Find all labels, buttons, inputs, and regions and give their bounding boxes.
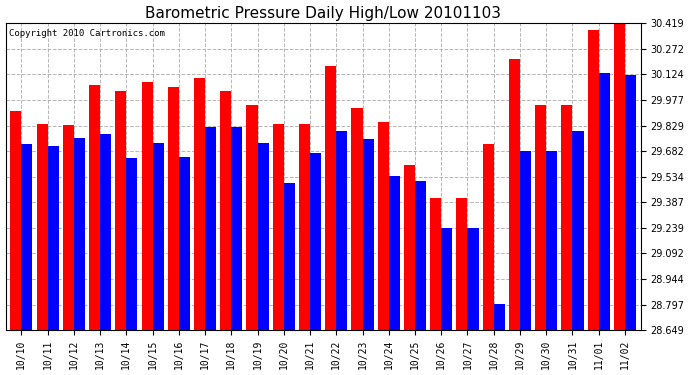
Bar xyxy=(468,228,479,330)
Bar xyxy=(457,198,468,330)
Bar xyxy=(431,198,441,330)
Bar xyxy=(588,30,599,330)
Bar xyxy=(205,127,216,330)
Bar xyxy=(362,139,373,330)
Bar xyxy=(246,105,257,330)
Title: Barometric Pressure Daily High/Low 20101103: Barometric Pressure Daily High/Low 20101… xyxy=(145,6,501,21)
Bar xyxy=(284,183,295,330)
Bar xyxy=(562,105,573,330)
Bar xyxy=(48,146,59,330)
Bar xyxy=(351,108,362,330)
Bar xyxy=(115,91,126,330)
Bar xyxy=(220,91,231,330)
Bar xyxy=(168,87,179,330)
Bar xyxy=(535,105,546,330)
Bar xyxy=(546,152,558,330)
Bar xyxy=(599,73,610,330)
Bar xyxy=(509,59,520,330)
Bar xyxy=(21,144,32,330)
Bar xyxy=(152,143,164,330)
Bar xyxy=(325,66,336,330)
Bar xyxy=(257,143,268,330)
Bar xyxy=(179,157,190,330)
Bar xyxy=(89,86,100,330)
Bar xyxy=(37,124,48,330)
Bar xyxy=(388,176,400,330)
Bar xyxy=(377,122,388,330)
Bar xyxy=(614,23,625,330)
Bar xyxy=(194,78,205,330)
Bar xyxy=(299,124,310,330)
Bar xyxy=(520,152,531,330)
Bar xyxy=(100,134,111,330)
Bar xyxy=(494,304,505,330)
Bar xyxy=(483,144,494,330)
Bar xyxy=(415,181,426,330)
Bar xyxy=(63,125,74,330)
Bar xyxy=(625,75,636,330)
Bar xyxy=(231,127,242,330)
Bar xyxy=(10,111,21,330)
Text: Copyright 2010 Cartronics.com: Copyright 2010 Cartronics.com xyxy=(9,29,165,38)
Bar xyxy=(441,228,452,330)
Bar xyxy=(404,165,415,330)
Bar xyxy=(573,130,584,330)
Bar xyxy=(310,153,321,330)
Bar xyxy=(273,124,284,330)
Bar xyxy=(336,130,347,330)
Bar xyxy=(126,158,137,330)
Bar xyxy=(141,82,152,330)
Bar xyxy=(74,138,85,330)
